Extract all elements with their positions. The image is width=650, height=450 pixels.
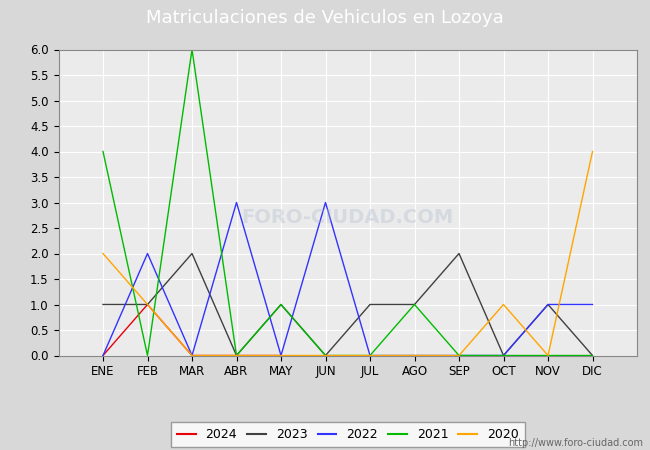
2024	[233, 353, 240, 358]
Line: 2020: 2020	[103, 152, 593, 356]
2022	[188, 353, 196, 358]
2023	[188, 251, 196, 256]
2022	[277, 353, 285, 358]
2023	[99, 302, 107, 307]
Text: http://www.foro-ciudad.com: http://www.foro-ciudad.com	[508, 438, 644, 448]
2023	[233, 353, 240, 358]
2022	[144, 251, 151, 256]
2022	[455, 353, 463, 358]
2021	[233, 353, 240, 358]
2020	[99, 251, 107, 256]
2022	[99, 353, 107, 358]
2022	[322, 200, 330, 205]
2021	[144, 353, 151, 358]
2023	[500, 353, 508, 358]
Line: 2022: 2022	[103, 202, 593, 356]
2024	[144, 302, 151, 307]
Line: 2024: 2024	[103, 305, 281, 356]
2021	[99, 149, 107, 154]
2020	[411, 353, 419, 358]
2022	[500, 353, 508, 358]
2024	[188, 353, 196, 358]
2023	[411, 302, 419, 307]
2021	[589, 353, 597, 358]
2021	[277, 302, 285, 307]
Text: FORO-CIUDAD.COM: FORO-CIUDAD.COM	[242, 208, 454, 227]
2023	[544, 302, 552, 307]
2020	[500, 302, 508, 307]
2022	[366, 353, 374, 358]
2022	[544, 302, 552, 307]
2021	[366, 353, 374, 358]
2021	[455, 353, 463, 358]
2020	[188, 353, 196, 358]
2023	[277, 302, 285, 307]
2024	[99, 353, 107, 358]
Text: Matriculaciones de Vehiculos en Lozoya: Matriculaciones de Vehiculos en Lozoya	[146, 9, 504, 27]
2022	[589, 302, 597, 307]
2022	[233, 200, 240, 205]
2020	[322, 353, 330, 358]
2022	[411, 353, 419, 358]
2021	[322, 353, 330, 358]
2020	[277, 353, 285, 358]
2023	[322, 353, 330, 358]
2020	[144, 302, 151, 307]
2024	[277, 353, 285, 358]
Legend: 2024, 2023, 2022, 2021, 2020: 2024, 2023, 2022, 2021, 2020	[170, 422, 525, 447]
Line: 2023: 2023	[103, 253, 593, 356]
2020	[544, 353, 552, 358]
Line: 2021: 2021	[103, 50, 593, 356]
2020	[455, 353, 463, 358]
2020	[233, 353, 240, 358]
2023	[455, 251, 463, 256]
2020	[366, 353, 374, 358]
2023	[144, 302, 151, 307]
2023	[366, 302, 374, 307]
2023	[589, 353, 597, 358]
2021	[544, 353, 552, 358]
2021	[188, 47, 196, 52]
2021	[411, 302, 419, 307]
2020	[589, 149, 597, 154]
2021	[500, 353, 508, 358]
